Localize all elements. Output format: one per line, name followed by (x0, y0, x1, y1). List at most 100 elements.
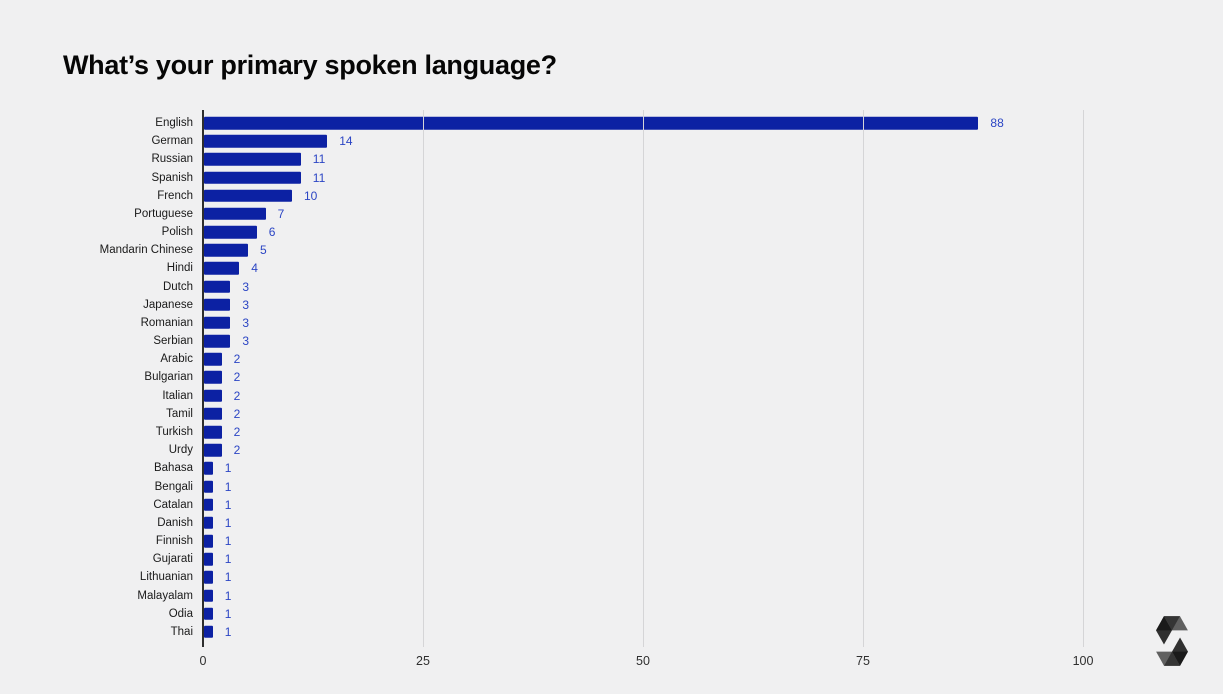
gridline (1083, 110, 1084, 647)
bar-row: Thai 1 (171, 623, 1083, 641)
value-label: 2 (233, 406, 241, 421)
category-label: Odia (168, 607, 193, 620)
bar (204, 316, 231, 330)
category-label: Arabic (160, 353, 193, 366)
value-label: 1 (224, 606, 232, 621)
gridline (863, 110, 864, 647)
category-label: Thai (170, 625, 193, 638)
value-label: 1 (224, 570, 232, 585)
bar-row: Japanese 3 (143, 296, 1083, 314)
category-label: Bahasa (153, 462, 193, 475)
value-label: 88 (990, 116, 1004, 131)
bar-row: Polish 6 (162, 223, 1083, 241)
bar-row: Odia 1 (169, 605, 1083, 623)
bar-row: Mandarin Chinese 5 (100, 241, 1083, 259)
category-label: Malayalam (137, 589, 193, 602)
bar-row: Serbian 3 (153, 332, 1083, 350)
y-axis-line (202, 110, 204, 647)
bar (204, 462, 213, 475)
value-label: 5 (260, 243, 267, 258)
bar (204, 443, 222, 457)
bar-row: Gujarati 1 (153, 550, 1083, 568)
bar (204, 607, 213, 620)
value-label: 14 (339, 134, 353, 149)
bar-rows-container: English 88 German 14 Russian 11 Spanish 11 Frenc… (100, 114, 1083, 641)
value-label: 11 (312, 152, 326, 167)
category-label: Mandarin Chinese (99, 244, 193, 257)
value-label: 3 (242, 334, 250, 349)
category-label: Catalan (153, 498, 193, 511)
x-tick-label: 50 (636, 654, 650, 668)
bar-row: Spanish 11 (151, 169, 1083, 187)
bar-row: Russian 11 (151, 150, 1083, 168)
bar-row: Bulgarian 2 (144, 368, 1083, 386)
bar-row: French 10 (157, 187, 1083, 205)
value-label: 1 (224, 624, 232, 639)
category-label: Japanese (143, 298, 193, 311)
value-label: 10 (304, 188, 318, 203)
bar (204, 552, 213, 566)
value-label: 1 (224, 588, 232, 603)
category-label: Dutch (162, 280, 193, 293)
category-label: Spanish (151, 171, 193, 184)
bar (204, 280, 231, 293)
bar (204, 153, 301, 166)
value-label: 1 (224, 552, 232, 567)
bar-row: English 88 (155, 114, 1083, 132)
category-label: Danish (157, 516, 193, 529)
bar (204, 389, 222, 402)
bar-row: Dutch 3 (163, 278, 1083, 296)
value-label: 1 (224, 534, 232, 549)
bar (204, 407, 222, 421)
bar (204, 116, 979, 130)
bar-row: Italian 2 (162, 387, 1083, 405)
bar-row: Turkish 2 (156, 423, 1083, 441)
category-label: French (157, 189, 193, 202)
bar (204, 371, 222, 384)
x-tick-label: 0 (199, 654, 207, 668)
bar (204, 171, 301, 184)
bar-row: Tamil 2 (166, 405, 1083, 423)
bar-row: Lithuanian 1 (140, 568, 1083, 586)
bar (204, 571, 213, 584)
bar (204, 425, 222, 439)
value-label: 2 (233, 443, 241, 458)
value-label: 3 (242, 297, 250, 312)
category-label: Serbian (153, 335, 193, 348)
value-label: 4 (251, 261, 258, 276)
bar (204, 244, 248, 257)
category-label: Gujarati (152, 553, 193, 566)
value-label: 7 (277, 206, 285, 221)
bar (204, 353, 222, 366)
category-label: Lithuanian (139, 571, 193, 584)
value-label: 2 (233, 388, 241, 403)
solidity-logo-icon (1156, 616, 1188, 666)
bar-chart: English 88 German 14 Russian 11 Spanish 11 Frenc… (100, 110, 1093, 668)
bar-row: Arabic 2 (160, 350, 1083, 368)
chart-title: What’s your primary spoken language? (63, 50, 557, 80)
category-label: Urdy (168, 444, 193, 457)
value-label: 3 (242, 315, 250, 330)
bar (204, 135, 328, 148)
bar (204, 207, 266, 221)
bar (204, 516, 213, 530)
bar-row: Malayalam 1 (137, 586, 1083, 604)
bar-row: Hindi 4 (167, 259, 1083, 277)
category-label: Turkish (155, 426, 193, 438)
x-tick-label: 75 (856, 654, 870, 668)
bar-row: German 14 (151, 132, 1083, 150)
bar (204, 480, 213, 493)
value-label: 1 (224, 497, 232, 512)
category-label: Italian (162, 389, 193, 402)
bar (204, 498, 213, 511)
value-label: 1 (224, 515, 232, 530)
bar (204, 625, 213, 639)
category-label: German (151, 135, 193, 148)
category-label: Portuguese (134, 207, 193, 220)
bar-row: Bahasa 1 (154, 459, 1083, 477)
bar (204, 334, 231, 348)
bar-row: Romanian 3 (141, 314, 1083, 332)
category-label: Hindi (166, 262, 193, 275)
value-label: 2 (233, 425, 241, 439)
value-label: 1 (224, 461, 232, 476)
